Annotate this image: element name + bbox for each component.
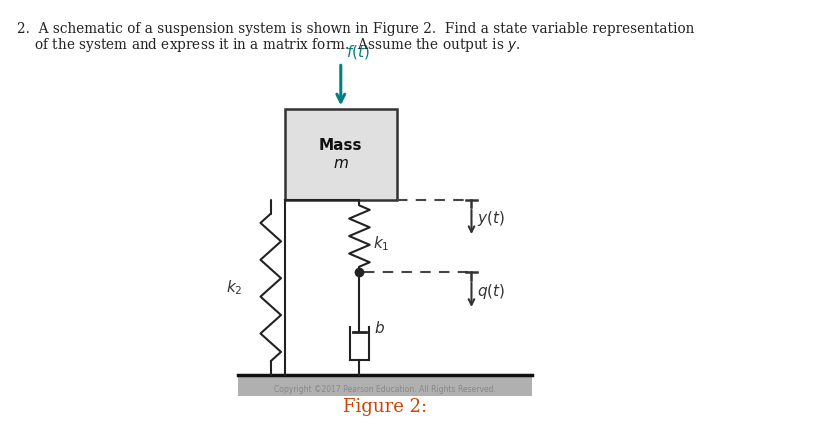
- Bar: [238, 375, 532, 396]
- Text: $f(t)$: $f(t)$: [346, 42, 370, 61]
- Text: of the system and express it in a matrix form.  Assume the output is $y$.: of the system and express it in a matrix…: [16, 36, 520, 54]
- Text: $y(t)$: $y(t)$: [477, 209, 505, 228]
- Text: $q(t)$: $q(t)$: [477, 282, 505, 301]
- Text: $k_1$: $k_1$: [373, 234, 390, 253]
- Text: $b$: $b$: [374, 321, 386, 336]
- Bar: [285, 109, 397, 200]
- Text: Mass: Mass: [319, 138, 363, 153]
- Text: Figure 2:: Figure 2:: [343, 398, 427, 416]
- Text: $m$: $m$: [333, 156, 349, 171]
- Text: 2.  A schematic of a suspension system is shown in Figure 2.  Find a state varia: 2. A schematic of a suspension system is…: [16, 22, 694, 36]
- Text: $k_2$: $k_2$: [227, 278, 243, 297]
- Text: Copyright ©2017 Pearson Education. All Rights Reserved.: Copyright ©2017 Pearson Education. All R…: [274, 385, 495, 394]
